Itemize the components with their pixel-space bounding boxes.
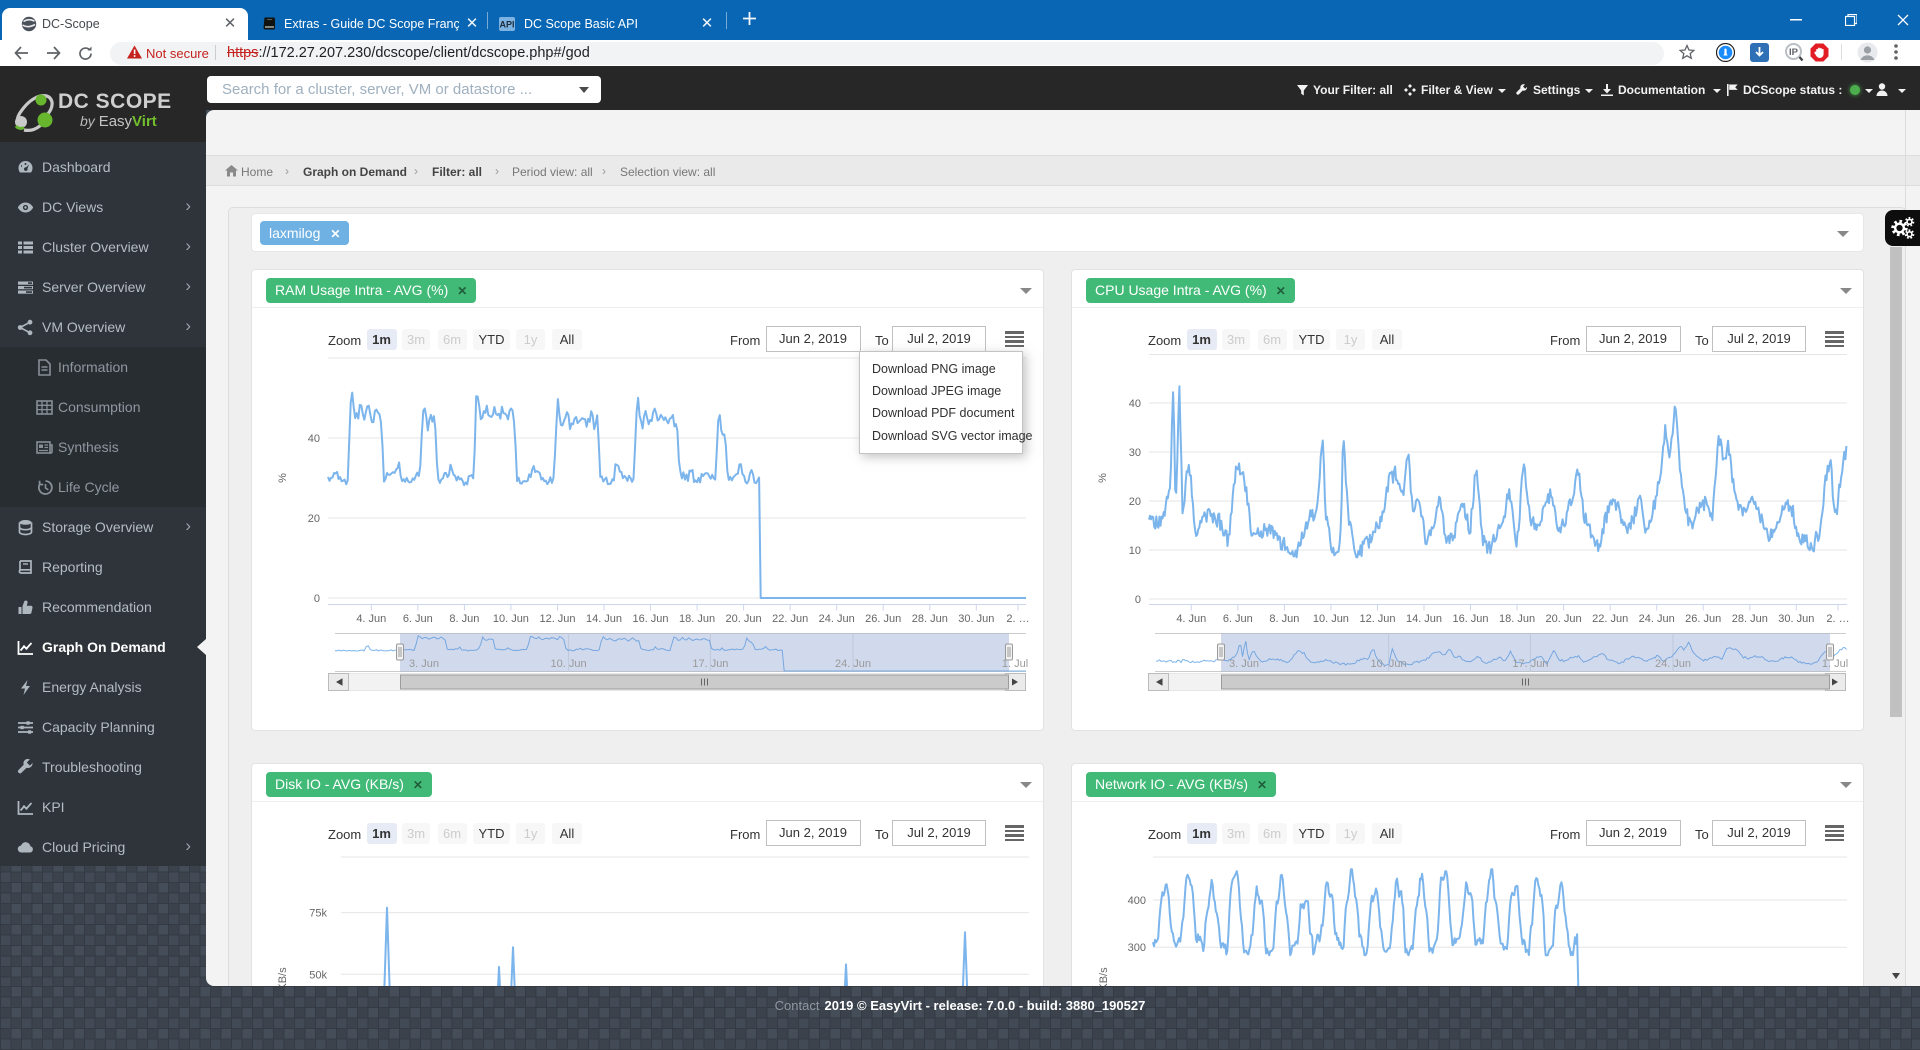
svg-text:26. Jun: 26. Jun [865,613,901,625]
svg-text:0: 0 [314,593,320,605]
svg-text:400: 400 [1128,895,1146,907]
svg-text:17. Jun: 17. Jun [1512,658,1548,670]
svg-text:1. Jul: 1. Jul [1822,658,1848,670]
svg-text:4. Jun: 4. Jun [1176,613,1206,625]
svg-text:10. Jun: 10. Jun [1313,613,1349,625]
svg-text:28. Jun: 28. Jun [1732,613,1768,625]
svg-text:API: API [499,20,514,30]
svg-text:16. Jun: 16. Jun [1452,613,1488,625]
svg-text:24. Jun: 24. Jun [819,613,855,625]
svg-text:14. Jun: 14. Jun [586,613,622,625]
svg-text:20: 20 [1129,496,1141,508]
svg-text:18. Jun: 18. Jun [1499,613,1535,625]
svg-text:24. Jun: 24. Jun [835,658,871,670]
svg-text:75k: 75k [309,908,327,920]
svg-text:22. Jun: 22. Jun [772,613,808,625]
svg-text:22. Jun: 22. Jun [1592,613,1628,625]
svg-text:3. Jun: 3. Jun [409,658,439,670]
svg-text:4. Jun: 4. Jun [356,613,386,625]
svg-text:17. Jun: 17. Jun [692,658,728,670]
svg-text:12. Jun: 12. Jun [1359,613,1395,625]
svg-text:30. Jun: 30. Jun [1778,613,1814,625]
svg-text:28. Jun: 28. Jun [912,613,948,625]
svg-text:20. Jun: 20. Jun [1546,613,1582,625]
svg-text:3. Jun: 3. Jun [1229,658,1259,670]
svg-text:50k: 50k [309,969,327,981]
svg-text:2. …: 2. … [1006,613,1029,625]
svg-text:20. Jun: 20. Jun [726,613,762,625]
svg-text:26. Jun: 26. Jun [1685,613,1721,625]
svg-text:300: 300 [1128,942,1146,954]
svg-text:6. Jun: 6. Jun [403,613,433,625]
svg-text:18. Jun: 18. Jun [679,613,715,625]
svg-text:10. Jun: 10. Jun [551,658,587,670]
svg-text:14. Jun: 14. Jun [1406,613,1442,625]
svg-text:16. Jun: 16. Jun [632,613,668,625]
svg-text:12. Jun: 12. Jun [539,613,575,625]
svg-text:10. Jun: 10. Jun [1371,658,1407,670]
svg-text:40: 40 [1129,398,1141,410]
svg-text:20: 20 [308,513,320,525]
svg-text:24. Jun: 24. Jun [1639,613,1675,625]
svg-text:0: 0 [1135,594,1141,606]
svg-text:30: 30 [1129,447,1141,459]
svg-text:2. …: 2. … [1826,613,1849,625]
svg-text:6. Jun: 6. Jun [1223,613,1253,625]
svg-text:10: 10 [1129,545,1141,557]
svg-text:8. Jun: 8. Jun [449,613,479,625]
svg-text:1. Jul: 1. Jul [1002,658,1028,670]
svg-text:30. Jun: 30. Jun [958,613,994,625]
svg-text:24. Jun: 24. Jun [1655,658,1691,670]
svg-text:40: 40 [308,433,320,445]
svg-text:8. Jun: 8. Jun [1269,613,1299,625]
svg-text:%: % [1097,473,1109,483]
svg-text:10. Jun: 10. Jun [493,613,529,625]
svg-text:IP: IP [1789,47,1799,58]
svg-text:%: % [277,473,289,483]
